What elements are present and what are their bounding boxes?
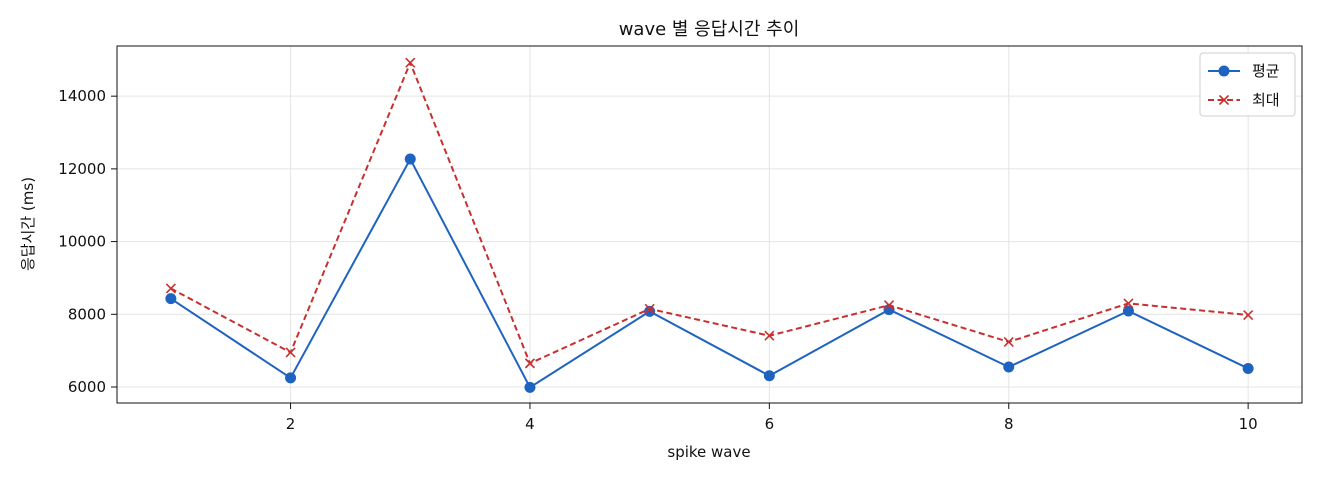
series-2-point-stroke [1123, 298, 1134, 309]
data-series [165, 57, 1254, 393]
series-2-point [165, 283, 176, 294]
y-tick-label: 12000 [58, 160, 106, 178]
y-tick-label: 14000 [58, 87, 106, 105]
legend-marker [1218, 94, 1230, 106]
legend-entry: 평균 [1208, 62, 1280, 80]
series-2-point [1003, 336, 1014, 347]
series-2 [165, 57, 1254, 369]
x-tick-label: 8 [1004, 415, 1014, 433]
series-1-point [1242, 362, 1254, 374]
y-tick-label: 8000 [68, 305, 106, 323]
y-axis-label: 응답시간 (ms) [19, 177, 37, 271]
legend-box [1199, 52, 1296, 117]
series-2-point [1123, 298, 1134, 309]
x-tick-label: 4 [525, 415, 535, 433]
series-1 [165, 153, 1254, 393]
x-axis-ticks: 2 4 6 8 10 [286, 403, 1258, 433]
legend-label: 평균 [1252, 62, 1280, 80]
y-tick-label: 10000 [58, 233, 106, 251]
series-2-point-stroke [1003, 336, 1014, 347]
series-1-point [524, 381, 536, 393]
series-2-point-stroke [764, 330, 775, 341]
series-2-point [405, 57, 416, 68]
x-tick-label: 2 [286, 415, 296, 433]
series-2-point [1243, 309, 1254, 321]
y-tick-label: 6000 [68, 378, 106, 396]
series-1-point [404, 153, 416, 165]
series-1-point [1122, 305, 1134, 317]
series-1-point [285, 372, 297, 384]
series-2-point-stroke [524, 358, 536, 369]
x-tick-label: 6 [765, 415, 775, 433]
legend-marker [1218, 65, 1230, 77]
series-2-point-stroke [883, 300, 895, 311]
legend-entry: 최대 [1208, 91, 1280, 109]
x-tick-label: 10 [1239, 415, 1258, 433]
series-1-line [170, 158, 1249, 389]
series-2-point-stroke [165, 283, 176, 294]
series-2-point [285, 347, 296, 358]
grid-lines [117, 46, 1302, 403]
series-1-point [763, 370, 775, 382]
series-2-point-stroke [1243, 309, 1254, 321]
series-2-point-stroke [644, 303, 655, 314]
series-1-point [1003, 361, 1015, 373]
y-axis-ticks: 6000 8000 10000 12000 14000 [58, 87, 117, 396]
x-axis-label: spike wave [667, 443, 750, 461]
series-2-point [883, 300, 895, 311]
series-2-point [764, 330, 775, 341]
series-2-point [524, 358, 536, 369]
series-2-point-stroke [285, 347, 296, 358]
chart-title: wave 별 응답시간 추이 [619, 19, 800, 40]
series-1-point [165, 293, 177, 305]
legend-label: 최대 [1252, 91, 1280, 109]
plot-frame [116, 45, 1303, 404]
legend-marker-stroke [1218, 94, 1230, 106]
series-2-point-stroke [405, 57, 416, 68]
series-2-point [644, 303, 655, 314]
